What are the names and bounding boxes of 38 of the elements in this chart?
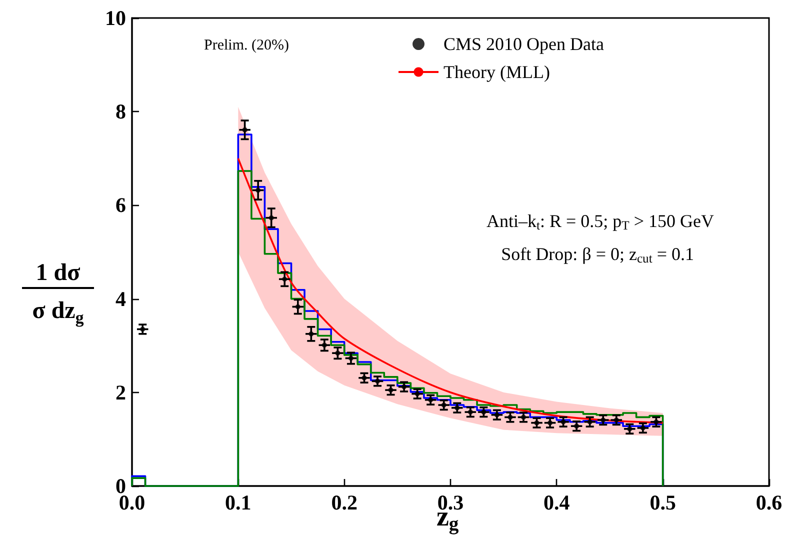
point <box>428 397 434 402</box>
point <box>454 405 460 410</box>
point <box>481 410 486 415</box>
point <box>268 215 274 220</box>
point <box>242 127 248 132</box>
y-tick-label: 8 <box>116 100 126 124</box>
legend-label: CMS 2010 Open Data <box>444 34 604 54</box>
point <box>362 375 367 380</box>
x-tick-label: 0.1 <box>225 490 252 514</box>
point <box>654 419 659 424</box>
point <box>335 350 340 356</box>
y-tick-label: 10 <box>105 6 126 30</box>
x-tick-label: 0.2 <box>331 490 358 514</box>
y-tick-label: 6 <box>116 193 126 218</box>
point <box>587 419 592 424</box>
point <box>627 426 632 432</box>
point <box>614 418 619 423</box>
point <box>600 418 606 423</box>
x-tick-label: 0.5 <box>650 490 676 514</box>
x-tick-label: 0.6 <box>756 490 782 514</box>
point <box>322 342 327 348</box>
point <box>256 188 261 193</box>
point <box>574 424 580 429</box>
y-tick-label: 4 <box>116 286 126 311</box>
point <box>640 425 646 430</box>
point <box>468 410 473 415</box>
y-tick-label: 2 <box>116 380 126 404</box>
point <box>282 276 288 282</box>
point <box>560 419 566 424</box>
point <box>388 388 394 393</box>
point <box>441 402 446 408</box>
point <box>295 304 300 310</box>
legend-label: Theory (MLL) <box>444 62 550 82</box>
x-tick-label: 0.4 <box>544 490 570 514</box>
annotation: Prelim. (20%) <box>204 38 289 54</box>
point <box>308 331 314 336</box>
point <box>348 356 354 361</box>
point <box>494 412 500 418</box>
